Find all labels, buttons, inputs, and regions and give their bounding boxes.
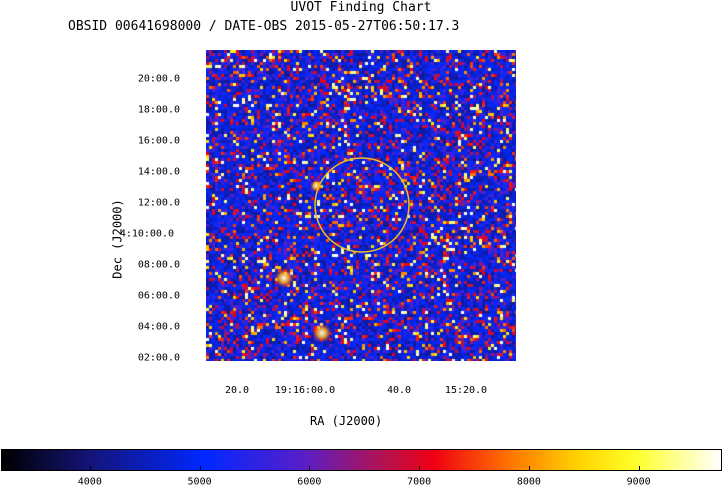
dec-tick-label: 14:00.0 — [137, 166, 180, 178]
sky-image-canvas — [206, 50, 516, 361]
chart-title: UVOT Finding Chart — [290, 0, 432, 15]
dec-tick-label: 16:00.0 — [137, 135, 180, 147]
colorbar-tick-label: 9000 — [626, 476, 651, 488]
x-axis-label: RA (J2000) — [310, 414, 383, 428]
colorbar-tick-label: 6000 — [297, 476, 322, 488]
colorbar-tick-mark — [309, 466, 311, 471]
colorbar-tick-mark — [419, 466, 421, 471]
ra-tick-label: 19:16:00.0 — [274, 385, 336, 396]
dec-tick-label: 18:00.0 — [137, 104, 180, 116]
colorbar-tick-label: 7000 — [407, 476, 432, 488]
colorbar-tick-mark — [199, 466, 201, 471]
ra-tick-label: 40.0 — [386, 385, 412, 396]
ra-tick-label: 15:20.0 — [444, 385, 488, 396]
colorbar — [1, 449, 722, 471]
dec-tick-label: 06:00.0 — [137, 290, 180, 302]
sky-image[interactable] — [206, 50, 516, 361]
colorbar-tick-label: 8000 — [516, 476, 541, 488]
dec-tick-label: 04:00.0 — [137, 321, 180, 333]
dec-tick-label: 08:00.0 — [137, 259, 180, 271]
colorbar-tick-mark — [528, 466, 530, 471]
colorbar-tick-mark — [89, 466, 91, 471]
ra-tick-label: 20.0 — [224, 385, 250, 396]
dec-tick-label: 02:00.0 — [137, 352, 180, 364]
target-region-circle — [314, 157, 410, 253]
region-overlay — [314, 157, 410, 253]
colorbar-tick-mark — [638, 466, 640, 471]
dec-tick-label: 20:00.0 — [137, 73, 180, 85]
colorbar-tick-label: 5000 — [187, 476, 212, 488]
dec-tick-label: 12:00.0 — [137, 197, 180, 209]
chart-subtitle: OBSID 00641698000 / DATE-OBS 2015-05-27T… — [68, 19, 460, 34]
y-axis-label: Dec (J2000) — [110, 199, 125, 279]
colorbar-tick-label: 4000 — [77, 476, 102, 488]
dec-tick-label: 4:10:00.0 — [119, 228, 174, 240]
